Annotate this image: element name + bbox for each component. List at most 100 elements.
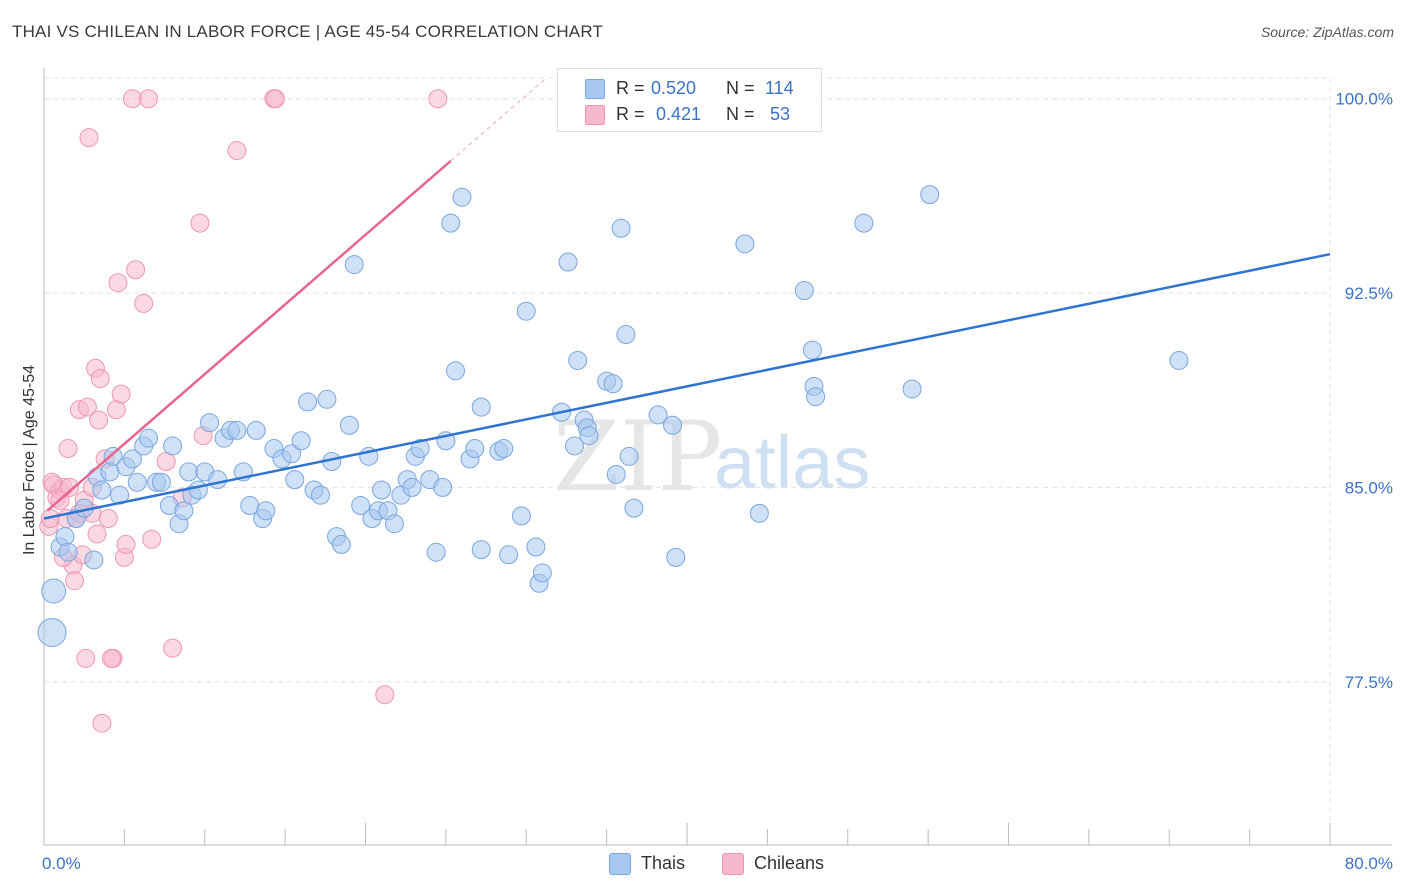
thais-point (246, 420, 266, 440)
thais-point (331, 534, 351, 554)
thais-point (41, 578, 67, 604)
thais-point (579, 426, 599, 446)
thais-point (806, 387, 826, 407)
thais-point (285, 470, 305, 490)
chart-title: THAI VS CHILEAN IN LABOR FORCE | AGE 45-… (12, 22, 604, 41)
thais-point (402, 477, 422, 497)
thais-point (55, 527, 75, 547)
thais-point (298, 392, 318, 412)
x-tick-label: 80.0% (1345, 854, 1393, 873)
thais-point (188, 480, 208, 500)
thais-point (208, 470, 228, 490)
thais-point (179, 462, 199, 482)
thais-legend-swatch (609, 853, 631, 875)
legend-r-label: R = (616, 77, 645, 98)
thais-point (103, 446, 123, 466)
chileans-point (98, 509, 118, 529)
thais-point (339, 415, 359, 435)
thais-point (138, 428, 158, 448)
chileans-point (76, 648, 96, 668)
y-tick-label: 92.5% (1345, 284, 1393, 303)
axes (43, 68, 1392, 846)
thais-point (410, 439, 430, 459)
chileans-legend-label: Chileans (754, 853, 825, 873)
thais-point (426, 542, 446, 562)
thais-point (499, 545, 519, 565)
thais-swatch (585, 79, 605, 99)
thais-point (384, 514, 404, 534)
thais-point (920, 185, 940, 205)
thais-point (433, 477, 453, 497)
thais-point (227, 420, 247, 440)
y-tick-label: 85.0% (1345, 478, 1393, 497)
legend-row-chileans: R = 0.421 N = 53 (558, 101, 821, 127)
thais-point (317, 389, 337, 409)
legend-n-label: N = (726, 103, 755, 124)
thais-point (494, 439, 514, 459)
thais-point (310, 485, 330, 505)
chileans-point (90, 369, 110, 389)
thais-point (122, 449, 142, 469)
chileans-point (375, 685, 395, 705)
thais-point (58, 542, 78, 562)
watermark-atlas: atlas (714, 421, 870, 504)
thais-point (351, 496, 371, 516)
chileans-point (60, 477, 80, 497)
chileans-point (134, 293, 154, 313)
chileans-point (122, 89, 142, 109)
x-tick-label: 0.0% (42, 854, 81, 873)
thais-point (151, 472, 171, 492)
chileans-point (116, 534, 136, 554)
thais-point (749, 503, 769, 523)
legend-row-thais: R = 0.520 N = 114 (558, 75, 821, 101)
legend-n-value: 53 (770, 103, 791, 124)
thais-point (446, 361, 466, 381)
bottom-legend-chileans[interactable]: Chileans (722, 852, 842, 876)
thais-point (372, 480, 392, 500)
chileans-point (138, 89, 158, 109)
chileans-point (111, 384, 131, 404)
chileans-point (227, 141, 247, 161)
chileans-point (108, 273, 128, 293)
thais-point (174, 501, 194, 521)
chileans-point (265, 89, 285, 109)
thais-point (1169, 350, 1189, 370)
thais-point (526, 537, 546, 557)
thais-point (84, 550, 104, 570)
chileans-series (39, 89, 448, 733)
thais-point (465, 439, 485, 459)
source-label[interactable]: Source: ZipAtlas.com (1260, 24, 1394, 40)
thais-point (735, 234, 755, 254)
thais-point (532, 563, 552, 583)
thais-point (616, 325, 636, 345)
bottom-legend-thais[interactable]: Thais (609, 852, 719, 876)
chileans-point (79, 128, 99, 148)
chileans-point (42, 472, 62, 492)
legend-n-value: 114 (765, 77, 794, 98)
thais-point (516, 301, 536, 321)
thais-point (452, 187, 472, 207)
chileans-point (126, 260, 146, 280)
stats-legend: R = 0.520 N = 114 R = 0.421 N = 53 (557, 68, 822, 132)
thais-point (794, 280, 814, 300)
chileans-point (190, 213, 210, 233)
thais-trendline (43, 252, 1331, 520)
tick-labels: 100.0% 92.5% 85.0% 77.5% 0.0% 80.0% (42, 90, 1393, 873)
thais-point (619, 446, 639, 466)
chileans-point (58, 439, 78, 459)
thais-point (558, 252, 578, 272)
y-tick-label: 77.5% (1345, 673, 1393, 692)
watermark: ZIP atlas (553, 401, 870, 513)
chileans-point (65, 571, 85, 591)
chileans-point (77, 397, 97, 417)
thais-point (663, 415, 683, 435)
thais-point (291, 431, 311, 451)
thais-point (282, 444, 302, 464)
chileans-point (89, 410, 109, 430)
chileans-swatch (585, 105, 605, 125)
thais-point (902, 379, 922, 399)
trendlines (43, 77, 1331, 520)
chileans-trendline-extension (450, 77, 547, 162)
legend-r-label: R = (616, 103, 645, 124)
